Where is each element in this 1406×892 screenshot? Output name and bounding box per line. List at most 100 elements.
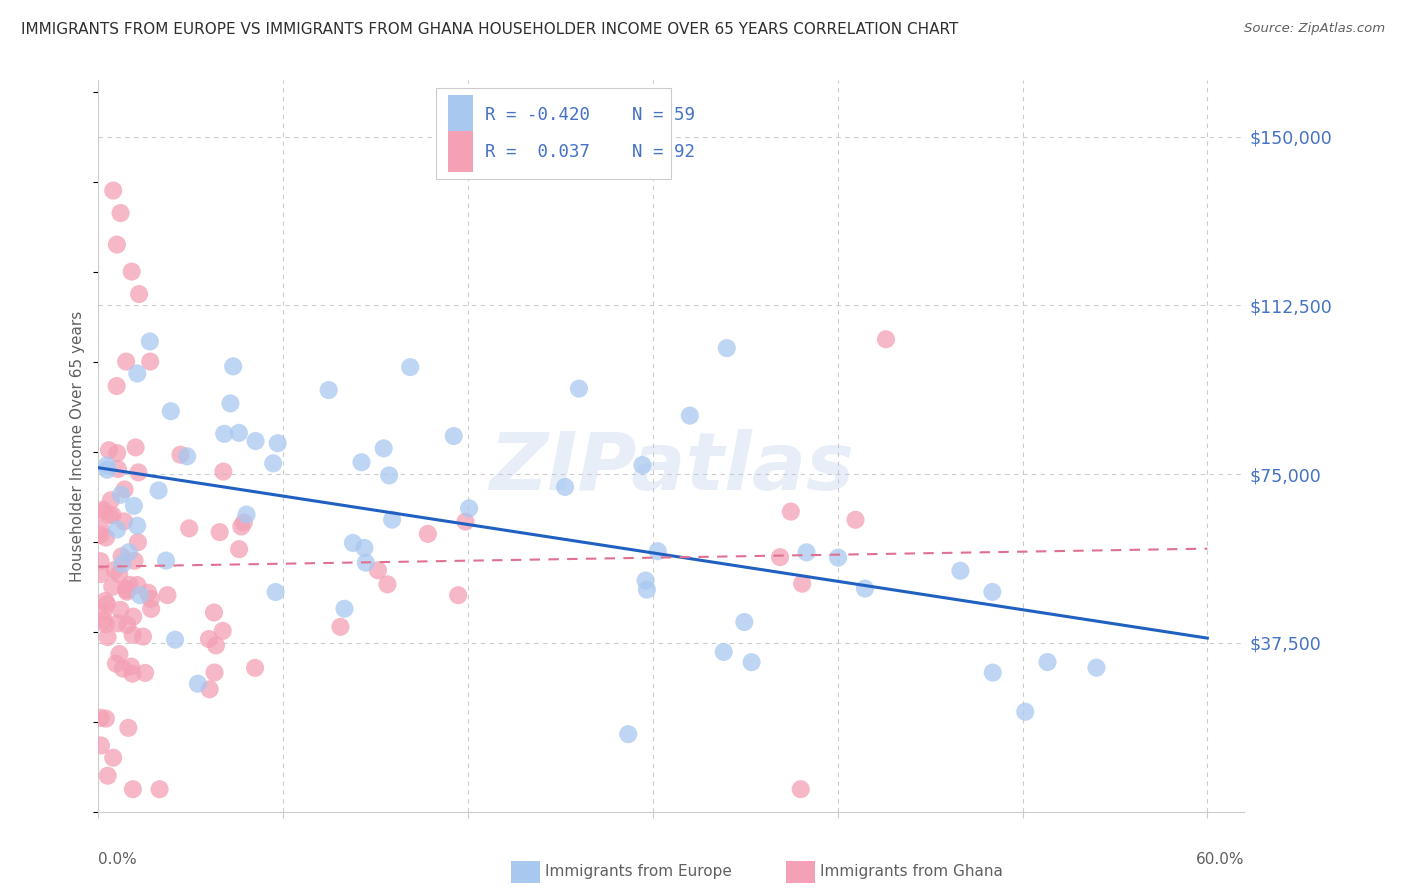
Point bbox=[121, 264, 143, 278]
Point bbox=[844, 513, 866, 527]
Point bbox=[647, 544, 669, 558]
Point bbox=[101, 508, 124, 523]
Point bbox=[790, 782, 813, 797]
Point bbox=[447, 588, 470, 602]
Point bbox=[631, 458, 654, 472]
Point bbox=[378, 468, 401, 483]
Point bbox=[416, 527, 439, 541]
Point bbox=[115, 584, 138, 599]
Point bbox=[381, 513, 404, 527]
Point bbox=[769, 550, 792, 565]
Point bbox=[443, 429, 465, 443]
Point bbox=[228, 542, 250, 557]
Point bbox=[117, 618, 139, 632]
Point bbox=[120, 659, 142, 673]
Point bbox=[796, 545, 818, 559]
Point bbox=[105, 446, 128, 460]
Text: R =  0.037    N = 92: R = 0.037 N = 92 bbox=[485, 143, 695, 161]
Point bbox=[115, 582, 138, 596]
Text: R = -0.420    N = 59: R = -0.420 N = 59 bbox=[485, 106, 695, 124]
Point bbox=[198, 632, 221, 646]
Point bbox=[97, 769, 120, 783]
Point bbox=[98, 508, 121, 523]
Point bbox=[110, 488, 132, 502]
Point bbox=[103, 750, 125, 764]
Point bbox=[454, 515, 477, 529]
Point bbox=[107, 462, 129, 476]
Point bbox=[103, 184, 125, 198]
Point bbox=[115, 583, 138, 598]
Point bbox=[111, 557, 134, 571]
Text: 60.0%: 60.0% bbox=[1197, 852, 1244, 867]
Point bbox=[134, 665, 156, 680]
Point bbox=[148, 782, 170, 797]
Point bbox=[124, 441, 146, 455]
Point bbox=[97, 630, 120, 644]
Text: Immigrants from Europe: Immigrants from Europe bbox=[546, 864, 733, 880]
Point bbox=[115, 354, 138, 368]
Point bbox=[94, 531, 117, 545]
Point bbox=[231, 519, 253, 533]
Point bbox=[679, 409, 702, 423]
Point bbox=[127, 367, 149, 381]
Point bbox=[93, 613, 115, 627]
Point bbox=[148, 483, 170, 498]
Point bbox=[141, 602, 163, 616]
Point bbox=[124, 554, 146, 568]
Point bbox=[101, 580, 124, 594]
Point bbox=[121, 666, 143, 681]
Point bbox=[949, 564, 972, 578]
Point bbox=[198, 682, 221, 697]
Point bbox=[981, 665, 1004, 680]
Point bbox=[127, 535, 149, 549]
Point bbox=[90, 739, 112, 753]
Point bbox=[716, 341, 738, 355]
Point bbox=[981, 585, 1004, 599]
Point bbox=[90, 505, 112, 519]
Point bbox=[208, 525, 231, 540]
Point bbox=[104, 657, 127, 671]
Point bbox=[179, 521, 201, 535]
Point bbox=[117, 721, 139, 735]
Point bbox=[128, 287, 150, 301]
Point bbox=[554, 480, 576, 494]
Point bbox=[89, 554, 111, 568]
Point bbox=[105, 237, 128, 252]
Point bbox=[373, 442, 395, 456]
Point bbox=[333, 601, 356, 615]
Point bbox=[232, 516, 254, 530]
Point bbox=[108, 567, 131, 582]
Point bbox=[122, 499, 145, 513]
Point bbox=[733, 615, 755, 629]
Point bbox=[118, 545, 141, 559]
Point bbox=[219, 396, 242, 410]
Point bbox=[827, 550, 849, 565]
Point bbox=[262, 456, 284, 470]
Point bbox=[228, 425, 250, 440]
Text: 0.0%: 0.0% bbox=[98, 852, 138, 867]
Point bbox=[127, 578, 149, 592]
Point bbox=[741, 655, 763, 669]
Point bbox=[94, 617, 117, 632]
Text: Source: ZipAtlas.com: Source: ZipAtlas.com bbox=[1244, 22, 1385, 36]
Point bbox=[367, 563, 389, 577]
Point bbox=[264, 585, 287, 599]
Point bbox=[121, 628, 143, 642]
Point bbox=[96, 597, 118, 611]
Point bbox=[636, 582, 658, 597]
Point bbox=[107, 616, 129, 631]
Point bbox=[132, 630, 155, 644]
Bar bbox=[449, 131, 474, 171]
Point bbox=[329, 620, 352, 634]
Point bbox=[105, 523, 128, 537]
Point bbox=[211, 624, 233, 638]
Point bbox=[235, 508, 257, 522]
Point bbox=[96, 458, 118, 473]
Point bbox=[91, 605, 114, 619]
Point bbox=[165, 632, 187, 647]
Bar bbox=[449, 95, 474, 135]
Point bbox=[122, 782, 145, 797]
Point bbox=[90, 567, 112, 582]
Point bbox=[112, 514, 135, 528]
Point bbox=[245, 434, 267, 448]
